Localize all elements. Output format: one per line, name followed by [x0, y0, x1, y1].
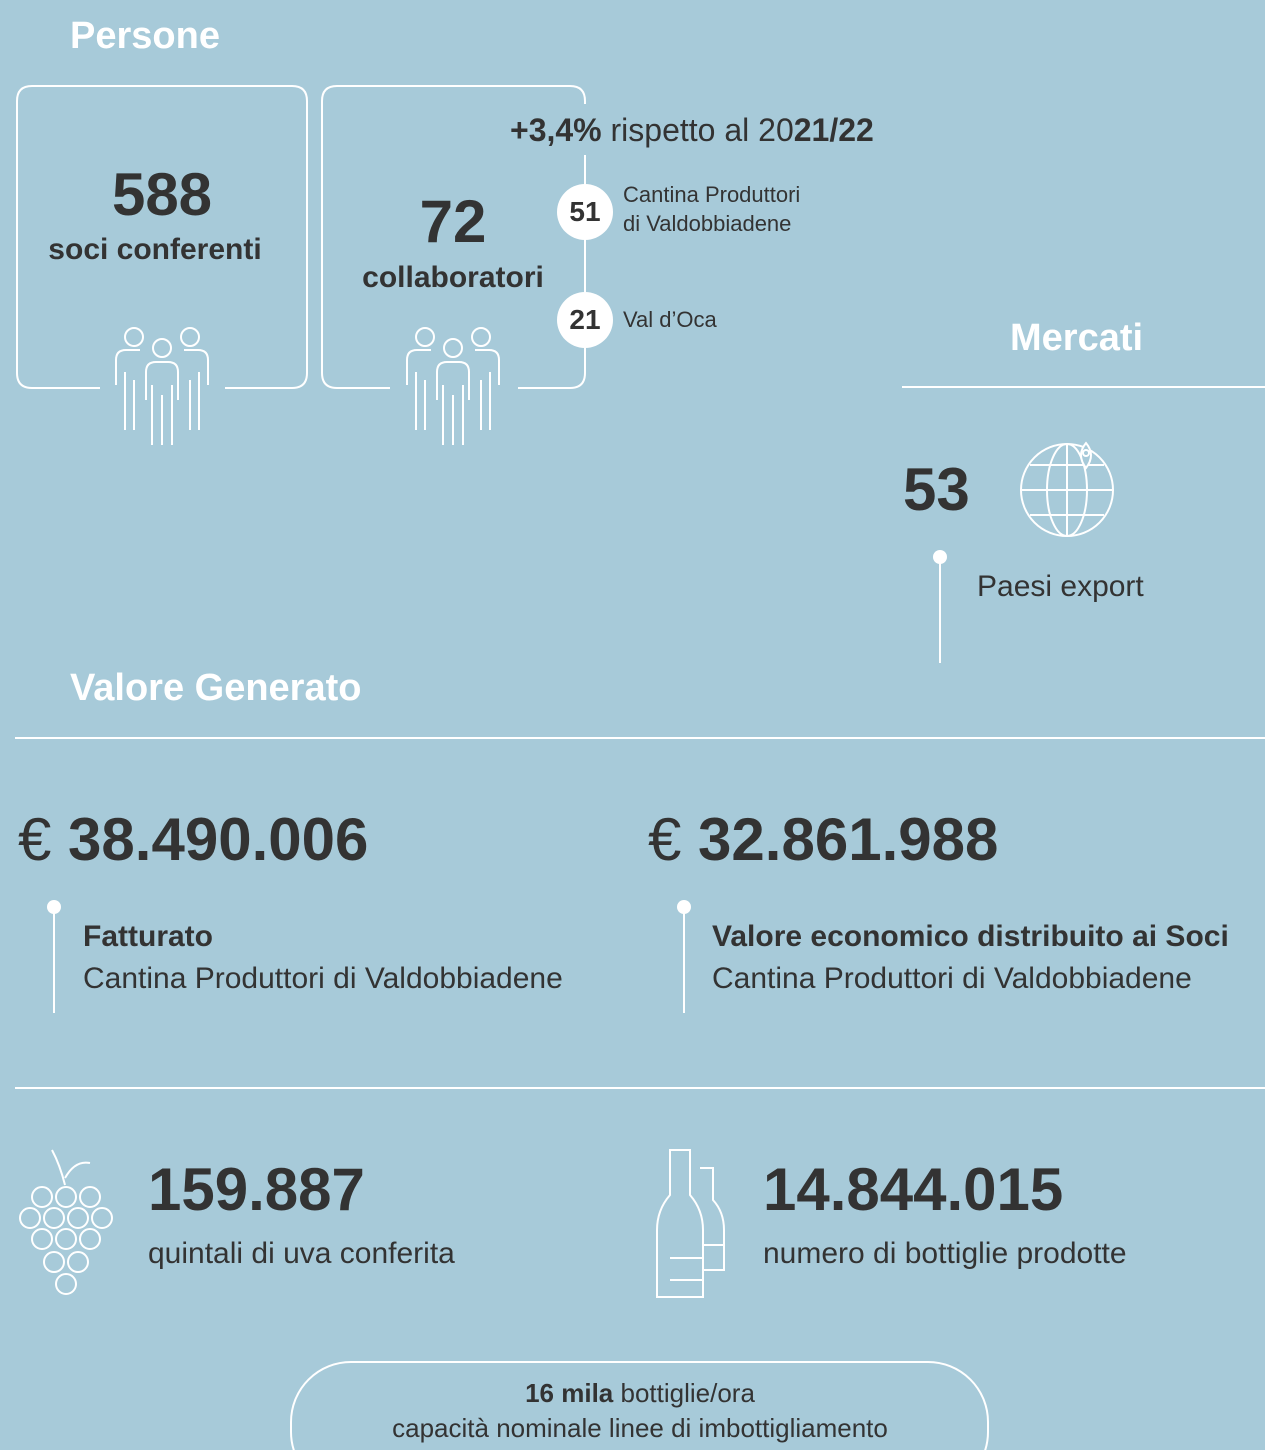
section-title: Persone — [70, 15, 220, 57]
amount-number: 32.861.988 — [698, 806, 999, 873]
badge — [557, 184, 613, 240]
capacity-pill — [290, 1361, 989, 1450]
box-soci — [16, 85, 308, 389]
currency: € — [18, 806, 52, 873]
bottles-icon — [656, 1149, 725, 1298]
badge-number: 51 — [569, 196, 601, 227]
stat-number: 72 — [419, 188, 487, 255]
people-icon — [115, 327, 209, 445]
stat-number: 159.887 — [148, 1156, 365, 1223]
grapes-icon — [19, 1149, 113, 1295]
amount-title: Fatturato — [83, 920, 213, 953]
section-title: Mercati — [1010, 317, 1144, 359]
stat-label: soci conferenti — [48, 233, 262, 266]
badge-number: 21 — [569, 304, 601, 335]
amount-subtitle: Cantina Produttori di Valdobbiadene — [712, 962, 1192, 995]
badge-label: Cantina Produttori — [623, 182, 801, 207]
change-years: 21/22 — [793, 112, 874, 148]
badge-label: di Valdobbiadene — [623, 211, 792, 236]
stat-number: 588 — [111, 161, 213, 228]
section-title: Valore Generato — [70, 667, 362, 709]
capacity-bold: 16 mila — [525, 1378, 614, 1408]
change-note: +3,4% rispetto al 2021/22 — [510, 114, 874, 146]
stat-label: Paesi export — [977, 570, 1144, 603]
people-icon — [406, 327, 500, 445]
stat-number: 14.844.015 — [763, 1156, 1064, 1223]
box-collaboratori — [321, 85, 586, 389]
capacity-subtitle: capacità nominale linee di imbottigliame… — [392, 1413, 888, 1443]
stat-label: numero di bottiglie prodotte — [763, 1237, 1127, 1270]
amount: € 32.861.988 — [648, 810, 998, 870]
stat-label: quintali di uva conferita — [148, 1237, 455, 1270]
amount-title: Valore economico distribuito ai Soci — [712, 920, 1229, 953]
amount-subtitle: Cantina Produttori di Valdobbiadene — [83, 962, 563, 995]
capacity-text: bottiglie/ora — [620, 1378, 755, 1408]
stat-number: 53 — [903, 456, 970, 523]
stat-label: collaboratori — [362, 261, 544, 294]
currency: € — [648, 806, 682, 873]
amount: € 38.490.006 — [18, 810, 368, 870]
change-pct: +3,4% — [510, 112, 602, 148]
badge-label: Val d’Oca — [623, 307, 717, 332]
badge — [557, 292, 613, 348]
change-text: rispetto al 20 — [610, 112, 794, 148]
capacity: 16 mila bottiglie/ora — [525, 1380, 755, 1406]
globe-icon — [1020, 441, 1114, 537]
amount-number: 38.490.006 — [68, 806, 369, 873]
